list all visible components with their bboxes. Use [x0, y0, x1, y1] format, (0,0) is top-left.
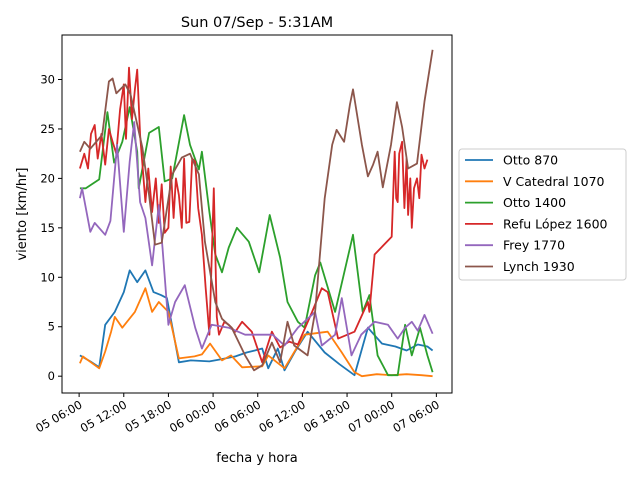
x-tick-label: 05 18:00: [122, 397, 174, 435]
y-tick-label: 20: [40, 171, 55, 185]
legend-box: [458, 148, 627, 281]
y-tick-label: 10: [40, 270, 55, 284]
x-tick-label: 06 06:00: [212, 397, 264, 435]
x-tick-label: 05 12:00: [78, 397, 130, 435]
x-tick-label: 06 00:00: [167, 397, 219, 435]
y-axis-ticks: 0 5 10 15 20 25 30: [40, 73, 62, 383]
series-line-5: [79, 49, 434, 372]
legend-label-2: Otto 1400: [503, 195, 566, 210]
legend: Otto 870 V Catedral 1070 Otto 1400 Refu Lóp…: [458, 148, 627, 281]
legend-label-5: Lynch 1930: [503, 259, 575, 274]
legend-label-3: Refu López 1600: [503, 216, 608, 231]
plot-lines: [79, 49, 434, 378]
series-line-0: [79, 269, 434, 377]
axes-frame: [61, 34, 453, 394]
y-tick-label: 30: [40, 73, 55, 87]
series-line-4: [79, 121, 434, 357]
chart-title: Sun 07/Sep - 5:31AM: [181, 15, 333, 31]
x-tick-label: 06 12:00: [256, 397, 308, 435]
series-line-3: [79, 66, 429, 364]
x-tick-label: 05 06:00: [33, 397, 85, 435]
series-line-1: [79, 287, 433, 378]
legend-label-1: V Catedral 1070: [503, 174, 605, 189]
x-tick-label: 07 00:00: [346, 397, 398, 435]
y-tick-label: 15: [40, 221, 55, 235]
y-tick-label: 5: [48, 320, 55, 334]
y-tick-label: 25: [40, 122, 55, 136]
legend-label-0: Otto 870: [503, 153, 558, 168]
x-tick-label: 06 18:00: [301, 397, 353, 435]
y-axis-label: viento [km/hr]: [15, 167, 30, 260]
legend-label-4: Frey 1770: [503, 238, 565, 253]
x-tick-label: 07 06:00: [390, 397, 442, 435]
y-tick-label: 0: [48, 369, 55, 383]
x-axis-label: fecha y hora: [216, 451, 297, 466]
